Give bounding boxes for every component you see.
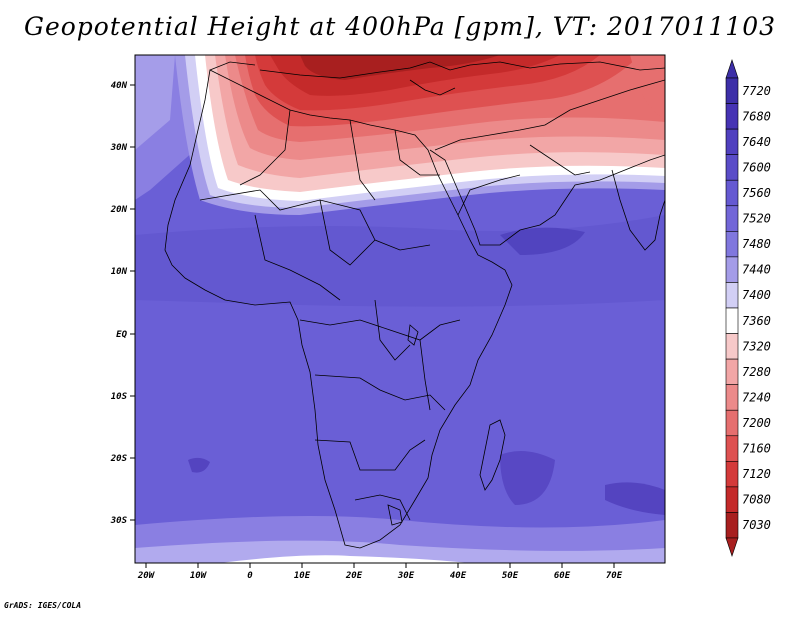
colorbar-swatch [725,384,739,411]
colorbar-swatch [725,461,739,488]
lon-label: 0 [247,571,253,581]
colorbar-label: 7440 [742,263,771,277]
colorbar-swatch [725,179,739,207]
colorbar-label: 7600 [742,160,771,174]
colorbar-label: 7120 [742,467,771,481]
lat-label: EQ [116,330,127,340]
colorbar-swatch [725,358,739,385]
colorbar-swatch [725,282,739,309]
colorbar-label: 7720 [742,84,771,98]
lat-axis: 40N 30N 20N 10N EQ 10S 20S 30S [110,81,135,526]
lat-label: 10S [111,392,128,402]
colorbar-swatch [725,435,739,462]
colorbar-label: 7030 [742,518,771,532]
lon-label: 10E [294,571,311,581]
colorbar-swatch [725,154,739,181]
colorbar-swatch [725,333,739,360]
lon-label: 30E [397,571,415,581]
lon-label: 40E [450,571,467,581]
colorbar-swatch [725,486,739,513]
colorbar-swatch [725,103,739,130]
lon-label: 50E [502,571,519,581]
colorbar-label: 7080 [742,493,771,507]
plot-frame [134,54,666,564]
lon-label: 10W [190,571,208,581]
lon-label: 20E [345,571,363,581]
lat-label: 30N [110,143,128,153]
colorbar-max-arrow [725,59,739,79]
colorbar-label: 7280 [742,365,771,379]
height-contour-field [135,55,665,563]
lat-label: 20N [110,205,128,215]
colorbar-swatch [725,256,739,283]
lon-axis: 20W 10W 0 10E 20E 30E 40E 50E 60E 70E [137,563,623,581]
colorbar-label: 7640 [742,135,771,149]
coastlines [164,61,665,549]
colorbar-label: 7160 [742,442,771,456]
colorbar: 7720 7680 7640 7600 7560 7520 7480 7440 7400 7360… [725,59,771,557]
colorbar-swatch [725,205,739,232]
colorbar-swatch [725,512,739,539]
colorbar-swatch [725,231,739,258]
colorbar-swatch [725,307,739,334]
lon-label: 60E [554,571,571,581]
lat-label: 30S [110,516,128,526]
colorbar-label: 7200 [742,416,771,430]
credit-text: GrADS: IGES/COLA [4,601,82,610]
colorbar-label: 7240 [742,390,771,404]
lat-label: 40N [111,81,128,91]
lat-label: 20S [110,454,128,464]
colorbar-swatch [725,77,739,104]
colorbar-swatch [725,128,739,155]
map-title: Geopotential Height at 400hPa [gpm], VT:… [23,12,777,41]
colorbar-label: 7480 [742,237,771,251]
colorbar-label: 7520 [742,212,771,226]
colorbar-swatch [725,409,739,437]
colorbar-label: 7680 [742,109,771,123]
lon-label: 70E [606,571,623,581]
colorbar-label: 7400 [742,288,771,302]
lon-label: 20W [137,571,156,581]
colorbar-label: 7320 [742,339,771,353]
colorbar-label: 7560 [742,186,771,200]
colorbar-min-arrow [725,537,739,557]
colorbar-label: 7360 [742,314,771,328]
lat-label: 10N [111,267,128,277]
